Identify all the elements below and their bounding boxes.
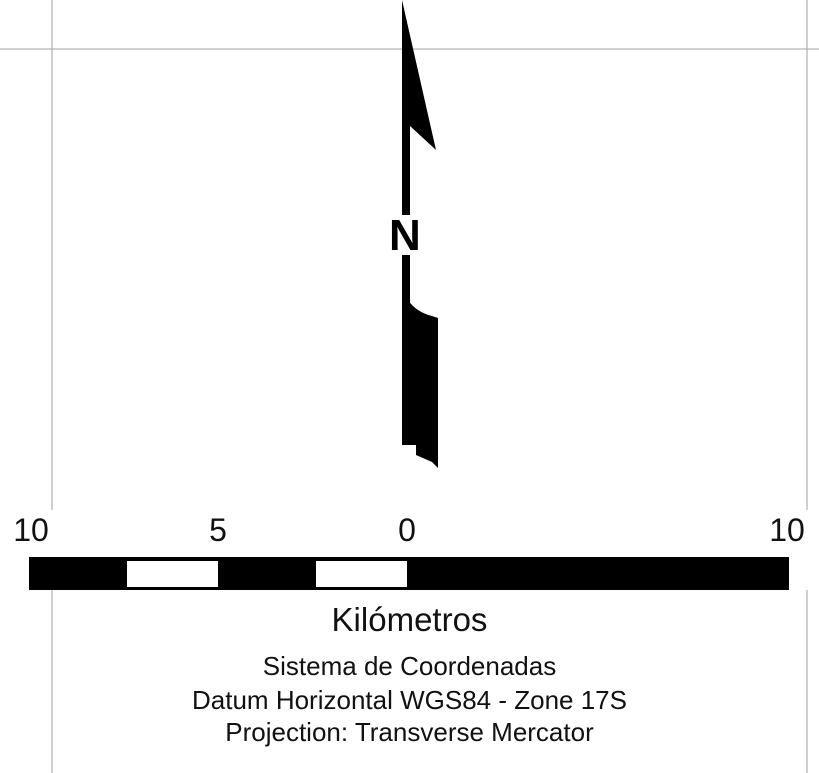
scale-bar-segment-white-2 — [316, 561, 407, 587]
north-arrow-tail — [402, 300, 438, 468]
projection-text: Projection: Transverse Mercator — [225, 717, 594, 747]
north-arrow-label: N — [389, 211, 421, 260]
scale-tick-label-0: 0 — [398, 512, 416, 548]
scale-tick-label-left-10: 10 — [13, 512, 49, 548]
scale-tick-label-5: 5 — [209, 512, 227, 548]
scale-units-label: Kilómetros — [331, 601, 488, 638]
scale-bar — [29, 557, 789, 590]
north-arrow-head — [402, 0, 436, 215]
scale-bar-segment-white-1 — [127, 561, 218, 587]
coordinate-system-title: Sistema de Coordenadas — [262, 651, 557, 681]
north-arrow-icon — [402, 0, 438, 468]
datum-text: Datum Horizontal WGS84 - Zone 17S — [192, 685, 627, 715]
scale-tick-label-right-10: 10 — [769, 512, 805, 548]
